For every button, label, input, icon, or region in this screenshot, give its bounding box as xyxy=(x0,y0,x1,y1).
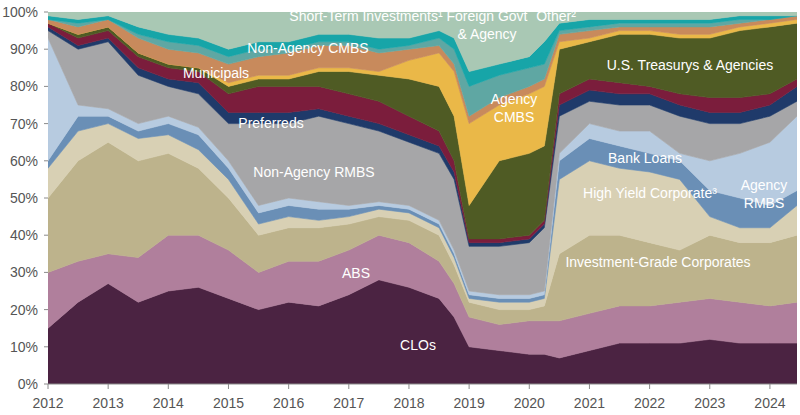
x-tick xyxy=(48,384,49,389)
y-tick xyxy=(44,49,48,50)
y-tick-label: 80% xyxy=(10,78,38,94)
x-tick-label: 2024 xyxy=(754,395,785,411)
series-label: Short-Term Investments¹ xyxy=(289,8,443,24)
y-tick-label: 10% xyxy=(10,339,38,355)
y-tick xyxy=(44,384,48,385)
x-tick xyxy=(108,384,109,389)
x-tick-label: 2014 xyxy=(153,395,184,411)
y-tick xyxy=(44,272,48,273)
series-label: Bank Loans xyxy=(608,150,682,166)
series-label: CLOs xyxy=(400,337,436,353)
x-tick xyxy=(649,384,650,389)
series-label: AgencyRMBS xyxy=(741,177,788,211)
x-tick xyxy=(469,384,470,389)
x-tick-label: 2019 xyxy=(454,395,485,411)
x-tick xyxy=(408,384,409,389)
x-tick xyxy=(529,384,530,389)
x-tick xyxy=(168,384,169,389)
series-label: Non-Agency CMBS xyxy=(247,40,368,56)
x-tick-label: 2012 xyxy=(32,395,63,411)
x-tick xyxy=(589,384,590,389)
y-tick-label: 50% xyxy=(10,190,38,206)
x-tick-label: 2017 xyxy=(333,395,364,411)
series-label: Foreign Govt& Agency xyxy=(447,8,528,42)
y-tick-label: 60% xyxy=(10,153,38,169)
y-tick xyxy=(44,12,48,13)
y-tick-label: 40% xyxy=(10,227,38,243)
y-tick xyxy=(44,160,48,161)
series-label: Investment-Grade Corporates xyxy=(565,254,750,270)
x-tick-label: 2020 xyxy=(514,395,545,411)
y-tick xyxy=(44,346,48,347)
y-tick-label: 70% xyxy=(10,116,38,132)
series-label: ABS xyxy=(342,265,370,281)
y-tick-label: 100% xyxy=(2,4,38,20)
series-label: Preferreds xyxy=(238,115,303,131)
x-tick-label: 2016 xyxy=(273,395,304,411)
series-label: AgencyCMBS xyxy=(491,91,538,125)
x-tick-label: 2023 xyxy=(694,395,725,411)
y-tick xyxy=(44,198,48,199)
y-tick xyxy=(44,235,48,236)
x-tick-label: 2018 xyxy=(393,395,424,411)
x-axis-line xyxy=(48,384,797,385)
series-label: Other² xyxy=(536,8,576,24)
x-tick-label: 2013 xyxy=(93,395,124,411)
x-tick xyxy=(709,384,710,389)
series-label: Non-Agency RMBS xyxy=(253,164,374,180)
series-label: Municipals xyxy=(183,65,249,81)
series-label: U.S. Treasurys & Agencies xyxy=(607,57,774,73)
y-tick xyxy=(44,309,48,310)
x-tick-label: 2021 xyxy=(574,395,605,411)
chart: 0% 10% 20% 30% 40% 50% 60% 70% 80% 90% 100% 2012 201… xyxy=(0,0,800,415)
x-tick xyxy=(228,384,229,389)
x-tick-label: 2015 xyxy=(213,395,244,411)
x-tick xyxy=(348,384,349,389)
y-tick xyxy=(44,123,48,124)
x-tick-label: 2022 xyxy=(634,395,665,411)
areas xyxy=(48,12,797,384)
x-tick xyxy=(769,384,770,389)
y-tick-label: 90% xyxy=(10,41,38,57)
y-tick xyxy=(44,86,48,87)
x-tick xyxy=(288,384,289,389)
y-tick-label: 20% xyxy=(10,302,38,318)
y-tick-label: 30% xyxy=(10,264,38,280)
y-tick-label: 0% xyxy=(18,376,38,392)
series-label: High Yield Corporate³ xyxy=(583,185,717,201)
